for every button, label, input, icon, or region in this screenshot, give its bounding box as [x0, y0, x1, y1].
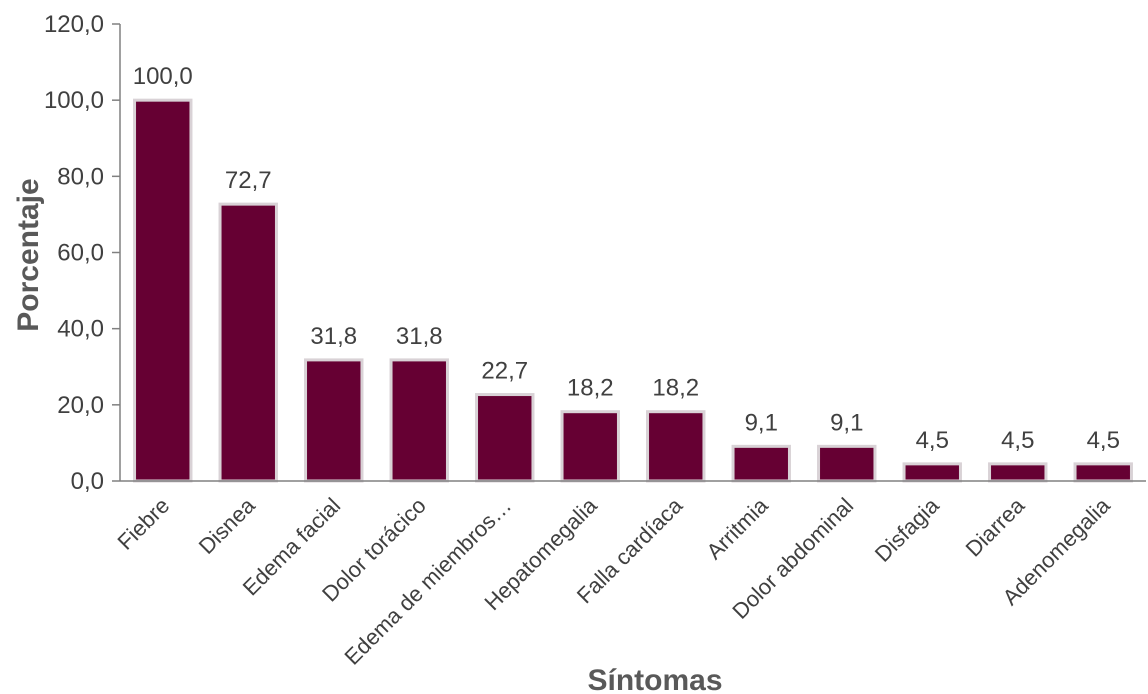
bar [817, 444, 877, 483]
bar [902, 462, 962, 483]
x-tick-label: Edema de miembros… [340, 493, 517, 670]
data-label: 31,8 [396, 323, 443, 350]
data-label: 18,2 [652, 375, 699, 402]
bar [731, 444, 791, 483]
bar [1073, 462, 1133, 483]
bar [389, 358, 449, 483]
y-axis-title: Porcentaje [12, 178, 45, 331]
bar [304, 358, 364, 483]
x-axis-title: Síntomas [587, 664, 722, 694]
bar [988, 462, 1048, 483]
bar [133, 98, 193, 483]
x-tick-label: Disfagia [870, 492, 944, 566]
data-label: 100,0 [133, 63, 193, 90]
bar [475, 393, 535, 483]
data-label: 22,7 [481, 358, 528, 385]
bars: 100,0 72,7 31,8 31,8 22,7 18,2 18,2 9,1 9,1 4,5 4,… [133, 63, 1133, 483]
data-label: 31,8 [310, 323, 357, 350]
data-label: 9,1 [830, 409, 863, 436]
data-label: 4,5 [916, 427, 949, 454]
x-tick-label: Diarrea [961, 492, 1030, 561]
x-tick-label: Fiebre [113, 493, 175, 555]
data-label: 4,5 [1001, 427, 1034, 454]
y-tick-label: 0,0 [71, 468, 104, 495]
x-tick-label: Arritmia [702, 492, 774, 564]
data-label: 72,7 [225, 167, 272, 194]
y-tick-label: 80,0 [57, 163, 104, 190]
y-axis: 0,0 20,0 40,0 60,0 80,0 100,0 120,0 [44, 11, 121, 495]
bar [560, 410, 620, 483]
data-label: 9,1 [745, 409, 778, 436]
data-label: 4,5 [1087, 427, 1120, 454]
y-tick-label: 20,0 [57, 392, 104, 419]
y-tick-label: 100,0 [44, 87, 104, 114]
y-tick-label: 40,0 [57, 316, 104, 343]
bar [218, 202, 278, 483]
y-tick-label: 60,0 [57, 240, 104, 267]
y-tick-label: 120,0 [44, 11, 104, 38]
data-label: 18,2 [567, 375, 614, 402]
bar [646, 410, 706, 483]
x-tick-label: Disnea [194, 492, 261, 559]
